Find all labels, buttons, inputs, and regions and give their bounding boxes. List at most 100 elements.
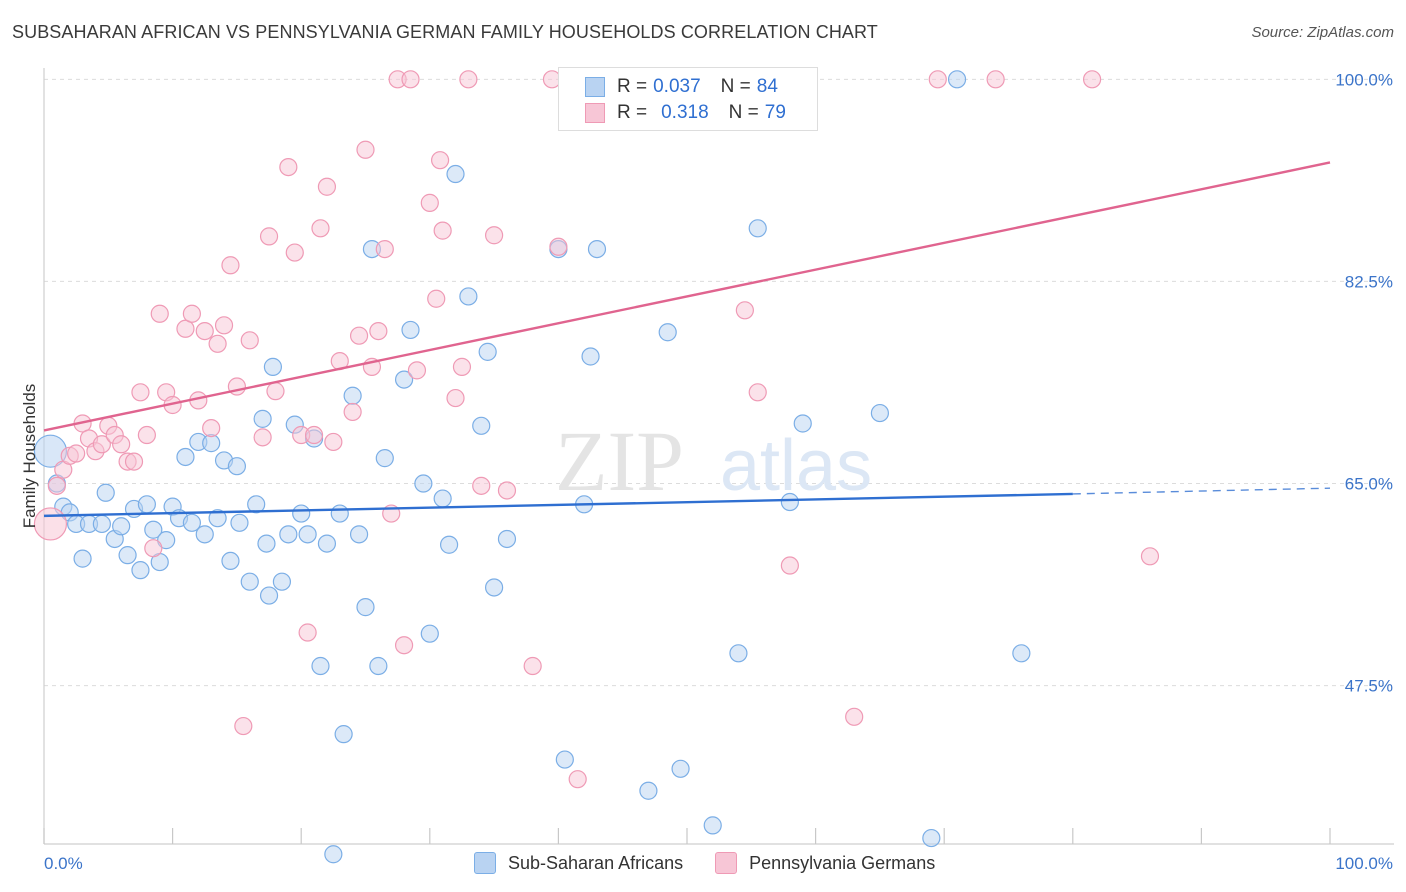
data-point xyxy=(47,476,66,495)
legend-r-label: R = xyxy=(617,76,648,97)
data-point xyxy=(317,534,337,553)
data-point xyxy=(137,495,156,514)
data-point xyxy=(420,624,439,643)
data-point xyxy=(247,495,266,514)
data-point xyxy=(202,418,221,438)
data-point xyxy=(1082,70,1102,89)
data-point xyxy=(793,414,812,433)
data-point xyxy=(1140,547,1160,566)
data-point xyxy=(253,409,272,428)
data-point xyxy=(446,388,465,408)
data-point xyxy=(485,226,504,245)
legend-n-label: N = xyxy=(728,102,759,123)
data-point xyxy=(330,504,349,523)
data-point xyxy=(375,449,394,468)
data-point xyxy=(581,347,600,366)
data-point xyxy=(568,770,587,789)
data-point xyxy=(92,435,111,454)
trend-line xyxy=(43,492,1073,518)
data-point xyxy=(748,219,767,238)
data-point xyxy=(472,416,491,435)
data-point xyxy=(324,432,343,452)
data-point xyxy=(266,382,285,401)
data-point xyxy=(658,323,677,342)
data-point xyxy=(922,828,941,848)
data-point xyxy=(131,383,150,402)
data-point xyxy=(394,636,414,655)
data-point xyxy=(317,177,337,196)
data-point xyxy=(497,529,517,549)
data-point xyxy=(478,342,497,361)
data-point xyxy=(221,256,240,275)
trend-lines xyxy=(43,161,1331,518)
data-point xyxy=(182,513,201,532)
legend-n-value: 79 xyxy=(764,102,786,123)
trend-line xyxy=(43,161,1331,432)
data-point xyxy=(947,70,967,89)
data-point xyxy=(928,70,947,89)
data-point xyxy=(263,357,283,376)
data-point xyxy=(459,70,478,89)
legend-item-subsaharan[interactable]: Sub-Saharan Africans xyxy=(474,852,683,874)
legend-swatch-pagerman xyxy=(715,852,738,874)
data-point xyxy=(555,750,574,769)
x-tick-label-right: 100.0% xyxy=(1335,854,1393,873)
data-point xyxy=(375,239,394,259)
series-subsaharan-points xyxy=(33,70,1031,864)
data-point xyxy=(234,716,253,736)
y-tick-label: 100.0% xyxy=(1335,70,1393,89)
legend-item-pagerman[interactable]: Pennsylvania Germans xyxy=(715,852,935,874)
data-point xyxy=(298,525,317,544)
data-point xyxy=(780,556,799,575)
data-point xyxy=(639,781,658,800)
data-point xyxy=(144,539,163,558)
data-point xyxy=(1012,644,1031,663)
data-point xyxy=(208,509,227,528)
data-point xyxy=(195,321,214,341)
data-point xyxy=(150,304,169,323)
y-tick-label: 65.0% xyxy=(1345,475,1393,494)
legend-swatch-subsaharan xyxy=(474,852,496,874)
legend-r-label: R = xyxy=(617,102,648,123)
data-point xyxy=(986,70,1005,89)
data-point xyxy=(870,403,890,423)
data-point xyxy=(472,476,491,495)
data-point xyxy=(324,845,343,864)
data-point xyxy=(230,513,249,532)
data-point xyxy=(285,243,304,262)
legend-row-pagerman: R = 0.318 N = 79 xyxy=(585,100,792,126)
legend-swatch-subsaharan xyxy=(585,77,605,97)
data-point xyxy=(452,357,472,376)
data-point xyxy=(401,320,420,340)
legend-n-value: 84 xyxy=(756,76,778,97)
data-point xyxy=(137,425,156,445)
data-point xyxy=(279,525,298,544)
data-point xyxy=(96,483,115,502)
data-point xyxy=(748,383,767,402)
data-point xyxy=(279,157,298,177)
data-point xyxy=(485,578,504,597)
data-point xyxy=(343,386,362,405)
y-tick-labels: 100.0% 82.5% 65.0% 47.5% xyxy=(1335,70,1393,695)
data-point xyxy=(240,331,259,350)
legend-row-subsaharan: R = 0.037 N = 84 xyxy=(585,74,784,100)
x-tick-label-left: 0.0% xyxy=(44,854,83,873)
y-tick-label: 82.5% xyxy=(1345,272,1393,291)
watermark-atlas: atlas xyxy=(720,426,872,506)
data-point xyxy=(420,193,439,212)
data-point xyxy=(144,520,163,539)
data-point xyxy=(304,425,324,445)
data-point xyxy=(272,572,292,591)
data-point xyxy=(703,816,722,835)
data-point xyxy=(73,549,92,568)
data-point xyxy=(356,598,375,617)
data-point xyxy=(118,546,137,565)
data-point xyxy=(157,531,176,550)
data-point xyxy=(221,551,240,571)
data-point xyxy=(176,319,195,338)
data-point xyxy=(414,474,433,493)
data-point xyxy=(182,304,201,323)
y-axis-label: Family Households xyxy=(20,384,39,529)
data-point xyxy=(259,586,279,605)
